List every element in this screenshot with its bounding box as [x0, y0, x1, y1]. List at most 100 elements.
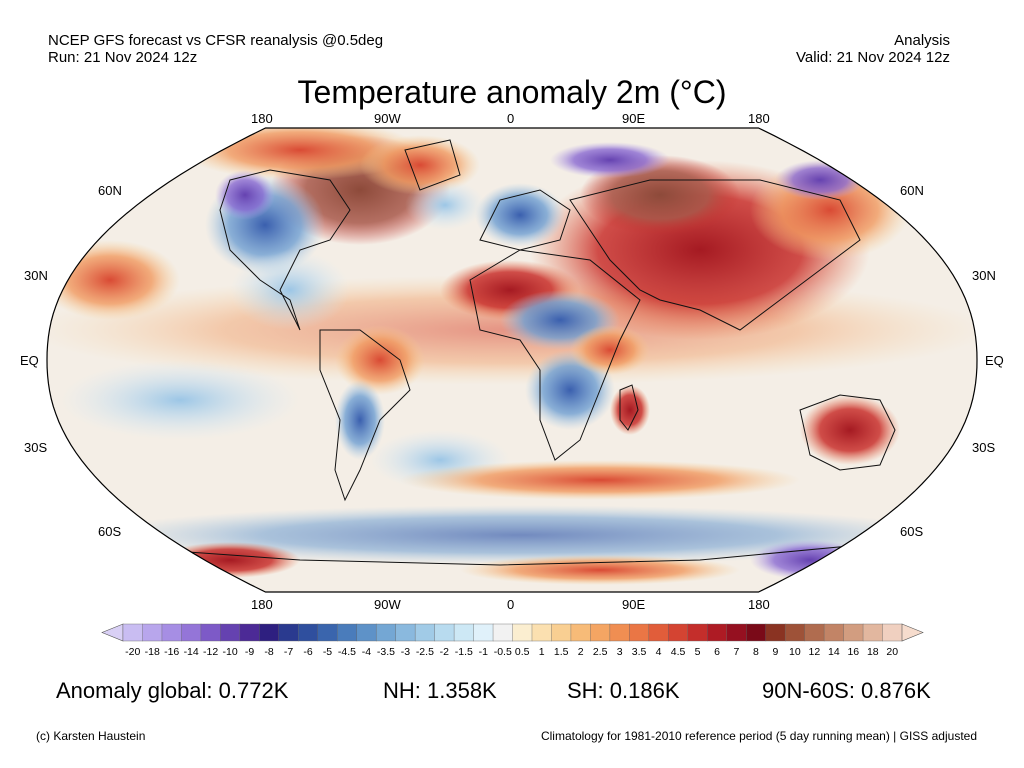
colorbar-tick-label: 0.5: [515, 646, 530, 658]
colorbar-swatch: [843, 623, 864, 642]
lat-label-left-60s: 60S: [98, 524, 122, 539]
colorbar-swatch: [473, 623, 494, 642]
colorbar-tick-label: -12: [203, 646, 218, 658]
colorbar-tick-label: -4.5: [338, 646, 356, 658]
colorbar-right-arrow: [901, 623, 924, 642]
colorbar-swatch: [823, 623, 845, 642]
colorbar-tick-label: -3: [401, 646, 410, 658]
colorbar-tick-label: 2.5: [593, 646, 608, 658]
coastlines: [159, 139, 896, 566]
colorbar-swatch: [707, 623, 728, 642]
lon-label-bottom-0: 0: [507, 597, 515, 612]
map-boundary: [46, 127, 978, 593]
colorbar-swatch: [687, 623, 708, 642]
colorbar-swatch: [629, 623, 650, 642]
colorbar-tick-label: -20: [125, 646, 140, 658]
colorbar-swatch: [278, 623, 299, 642]
colorbar-swatch: [746, 623, 767, 642]
colorbar-tick-label: 18: [867, 646, 879, 658]
lon-label-bottom-180w: 180: [251, 597, 273, 612]
lat-label-left-60n: 60N: [98, 183, 122, 198]
colorbar-swatch: [570, 623, 591, 642]
stat-global-anomaly: Anomaly global: 0.772K: [56, 678, 289, 703]
colorbar-swatch: [590, 623, 611, 642]
colorbar-tick-label: 4.5: [671, 646, 686, 658]
colorbar-swatch: [531, 623, 552, 642]
colorbar-tick-label: 9: [772, 646, 778, 658]
lon-label-top-180w: 180: [251, 111, 273, 126]
lat-label-right-60s: 60S: [900, 524, 924, 539]
colorbar-tick-label: -6: [303, 646, 312, 658]
lon-label-top-180e: 180: [748, 111, 770, 126]
colorbar-tick-label: 6: [714, 646, 720, 658]
colorbar-tick-label: -9: [245, 646, 254, 658]
colorbar-swatch: [356, 623, 377, 642]
header-analysis: Analysis: [894, 32, 950, 49]
lat-label-left-eq: EQ: [20, 353, 39, 368]
colorbar-tick-label: 16: [847, 646, 859, 658]
lat-label-right-30s: 30S: [972, 440, 996, 455]
colorbar-tick-label: -3.5: [377, 646, 395, 658]
colorbar-tick-label: 5: [695, 646, 701, 658]
colorbar-swatch: [862, 623, 884, 642]
colorbar-swatch: [317, 623, 338, 642]
colorbar-swatch: [453, 623, 475, 642]
colorbar-swatch: [804, 623, 825, 642]
colorbar-swatch: [784, 623, 806, 642]
colorbar-swatch: [298, 623, 319, 642]
colorbar-tick-label: -0.5: [494, 646, 512, 658]
colorbar-swatch: [414, 623, 436, 642]
colorbar-tick-label: 12: [809, 646, 821, 658]
colorbar-swatch: [668, 623, 689, 642]
lat-label-left-30n: 30N: [24, 268, 48, 283]
header-model-info: NCEP GFS forecast vs CFSR reanalysis @0.…: [48, 32, 384, 49]
lon-label-bottom-90w: 90W: [374, 597, 401, 612]
colorbar-tick-label: 20: [886, 646, 898, 658]
colorbar-tick-label: -4: [362, 646, 371, 658]
colorbar-swatch: [220, 623, 241, 642]
colorbar-swatch: [239, 623, 260, 642]
lon-label-top-90w: 90W: [374, 111, 401, 126]
colorbar-tick-label: 3.5: [632, 646, 647, 658]
lat-label-left-30s: 30S: [24, 440, 48, 455]
colorbar-swatch: [375, 623, 397, 642]
colorbar-tick-label: -1: [479, 646, 488, 658]
colorbar-tick-label: -7: [284, 646, 293, 658]
colorbar-tick-label: 7: [734, 646, 740, 658]
colorbar-swatch: [200, 623, 221, 642]
colorbar-tick-label: 4: [656, 646, 662, 658]
lon-label-top-0: 0: [507, 111, 515, 126]
colorbar-swatch: [122, 623, 143, 642]
colorbar-swatch: [492, 623, 514, 642]
lon-label-bottom-90e: 90E: [622, 597, 646, 612]
anomaly-field: [47, 128, 977, 592]
colorbar-tick-label: 1: [539, 646, 545, 658]
colorbar-swatch: [395, 623, 416, 642]
colorbar-swatch: [551, 623, 572, 642]
colorbar-tick-label: 14: [828, 646, 840, 658]
colorbar-swatch: [259, 623, 280, 642]
colorbar-swatch: [765, 623, 786, 642]
lon-label-bottom-180e: 180: [748, 597, 770, 612]
colorbar-tick-label: -18: [145, 646, 160, 658]
stat-nh-anomaly: NH: 1.358K: [383, 678, 497, 703]
header-run-time: Run: 21 Nov 2024 12z: [48, 49, 198, 66]
lon-label-top-90e: 90E: [622, 111, 646, 126]
lat-label-right-30n: 30N: [972, 268, 996, 283]
lat-label-right-eq: EQ: [985, 353, 1004, 368]
colorbar-swatch: [161, 623, 182, 642]
colorbar-swatch: [609, 623, 630, 642]
colorbar-tick-label: -16: [164, 646, 179, 658]
colorbar-swatch: [337, 623, 358, 642]
colorbar-swatch: [181, 623, 202, 642]
colorbar-tick-label: 8: [753, 646, 759, 658]
stat-sh-anomaly: SH: 0.186K: [567, 678, 680, 703]
colorbar-swatch: [882, 623, 903, 642]
colorbar-tick-label: -2: [440, 646, 449, 658]
map-title: Temperature anomaly 2m (°C): [297, 74, 727, 110]
colorbar-left-arrow: [101, 623, 124, 642]
lat-label-right-60n: 60N: [900, 183, 924, 198]
colorbar-tick-label: 2: [578, 646, 584, 658]
colorbar-swatch: [434, 623, 455, 642]
